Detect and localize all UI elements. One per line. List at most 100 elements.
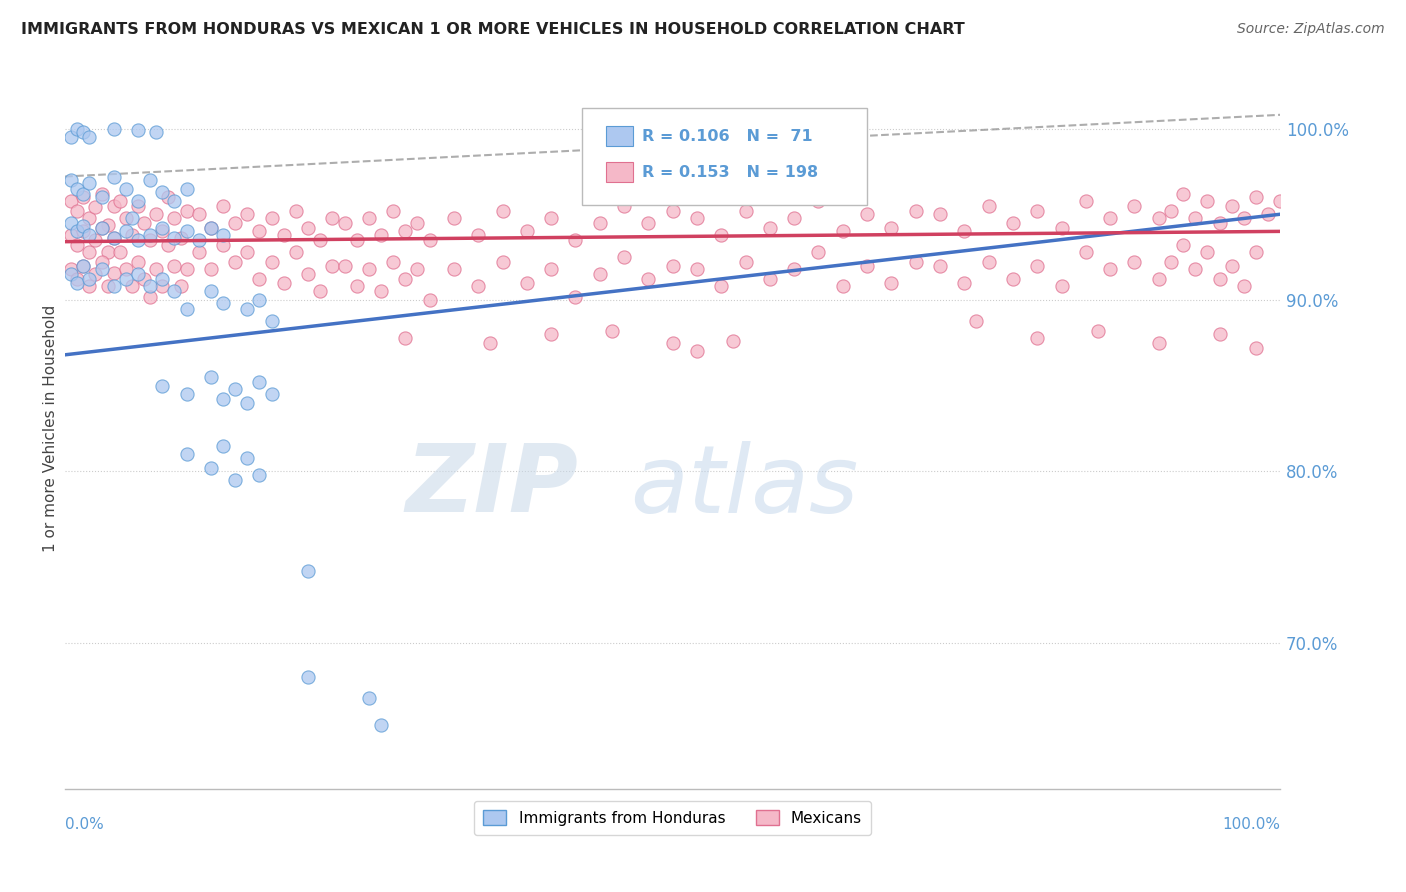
Point — [79, 279, 101, 293]
Point — [1233, 211, 1256, 225]
Point — [169, 279, 191, 293]
Point — [977, 255, 1000, 269]
Point — [72, 259, 94, 273]
Point — [139, 279, 162, 293]
Point — [1171, 186, 1194, 201]
Point — [72, 125, 94, 139]
Point — [200, 221, 222, 235]
Point — [333, 216, 356, 230]
Point — [132, 272, 155, 286]
Point — [419, 293, 441, 307]
Point — [127, 267, 149, 281]
Y-axis label: 1 or more Vehicles in Household: 1 or more Vehicles in Household — [44, 305, 58, 552]
Point — [564, 233, 586, 247]
Point — [1147, 272, 1170, 286]
Point — [1087, 324, 1109, 338]
Point — [163, 231, 186, 245]
Point — [103, 231, 125, 245]
Point — [357, 690, 380, 705]
Point — [150, 185, 173, 199]
Point — [686, 262, 709, 277]
Point — [66, 272, 89, 286]
Point — [108, 194, 131, 208]
Point — [145, 262, 167, 277]
Point — [297, 267, 319, 281]
Point — [84, 267, 107, 281]
Point — [540, 211, 562, 225]
Point — [127, 255, 149, 269]
Point — [965, 313, 987, 327]
Point — [1050, 221, 1073, 235]
Point — [103, 279, 125, 293]
Point — [357, 262, 380, 277]
Point — [1220, 259, 1243, 273]
Text: atlas: atlas — [630, 441, 859, 532]
Point — [1244, 341, 1267, 355]
Point — [1244, 190, 1267, 204]
Point — [66, 238, 89, 252]
Point — [1197, 194, 1219, 208]
Point — [72, 186, 94, 201]
Point — [127, 123, 149, 137]
Point — [108, 244, 131, 259]
Point — [880, 276, 903, 290]
Point — [297, 564, 319, 578]
Point — [114, 272, 136, 286]
Point — [516, 224, 538, 238]
Point — [613, 199, 636, 213]
Point — [79, 211, 101, 225]
Point — [734, 203, 756, 218]
Point — [723, 334, 745, 348]
Point — [1160, 203, 1182, 218]
Point — [60, 216, 83, 230]
Point — [103, 266, 125, 280]
Point — [880, 221, 903, 235]
Point — [157, 238, 180, 252]
Point — [443, 262, 465, 277]
Point — [516, 276, 538, 290]
Point — [807, 244, 830, 259]
Point — [139, 173, 162, 187]
Point — [121, 211, 143, 225]
Point — [661, 203, 683, 218]
Point — [370, 718, 392, 732]
Point — [60, 173, 83, 187]
Point — [103, 199, 125, 213]
Point — [1099, 211, 1122, 225]
Point — [66, 203, 89, 218]
Point — [200, 285, 222, 299]
Point — [1220, 199, 1243, 213]
Point — [72, 224, 94, 238]
Point — [1050, 279, 1073, 293]
Point — [297, 670, 319, 684]
Point — [212, 392, 235, 407]
Point — [540, 327, 562, 342]
Point — [79, 227, 101, 242]
Point — [1270, 194, 1292, 208]
Point — [1171, 238, 1194, 252]
Point — [260, 387, 283, 401]
Point — [145, 125, 167, 139]
Point — [273, 276, 295, 290]
Point — [66, 121, 89, 136]
Point — [443, 211, 465, 225]
Point — [224, 382, 246, 396]
Point — [589, 267, 612, 281]
Point — [150, 224, 173, 238]
Point — [139, 289, 162, 303]
Point — [224, 216, 246, 230]
Point — [1208, 327, 1230, 342]
Point — [121, 227, 143, 242]
Point — [60, 194, 83, 208]
Point — [103, 231, 125, 245]
Point — [114, 211, 136, 225]
Point — [176, 301, 198, 316]
Point — [321, 259, 343, 273]
Point — [114, 224, 136, 238]
Point — [60, 130, 83, 145]
Point — [394, 224, 416, 238]
Point — [1147, 211, 1170, 225]
Point — [187, 233, 209, 247]
Point — [1147, 335, 1170, 350]
Point — [200, 262, 222, 277]
